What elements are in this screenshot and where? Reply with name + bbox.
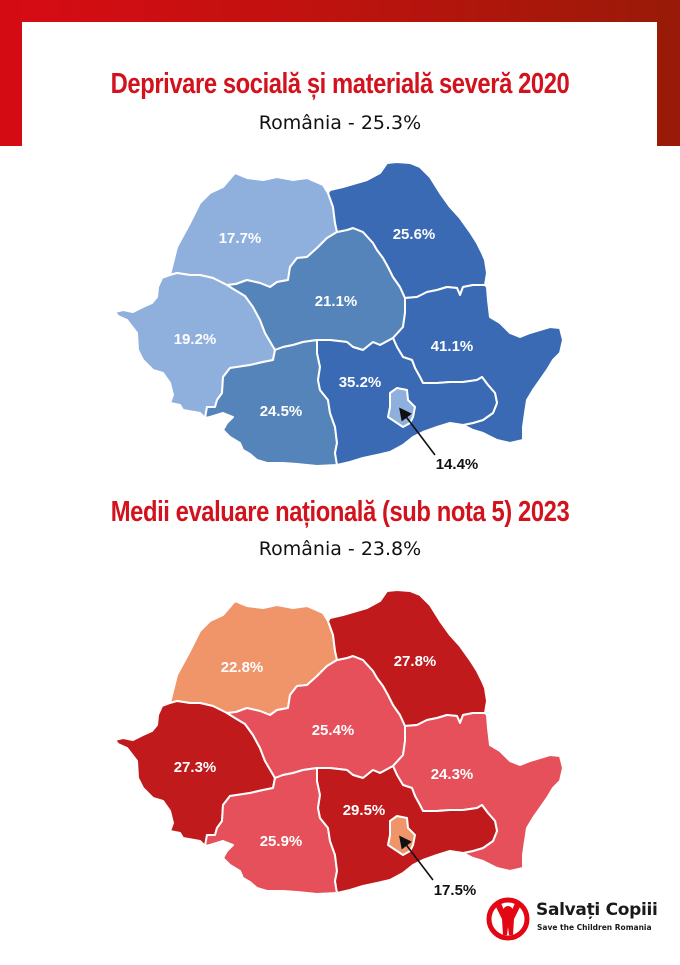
map2-label-nord-est: 27.8% bbox=[394, 653, 437, 670]
map1-label-centru: 21.1% bbox=[315, 293, 358, 310]
logo-name: Salvați Copiii bbox=[536, 900, 658, 920]
map2-subtitle: România - 23.8% bbox=[258, 538, 422, 560]
salvati-copiii-logo: Salvați Copiii Save the Children Romania bbox=[486, 895, 676, 945]
red-frame-right bbox=[657, 0, 680, 146]
map2-label-centru: 25.4% bbox=[312, 722, 355, 739]
map1-label-vest: 19.2% bbox=[174, 331, 217, 348]
map1-label-nord-est: 25.6% bbox=[393, 226, 436, 243]
map1-deprivation-2020: 17.7% 25.6% 21.1% 19.2% 41.1% 35.2% 24.5… bbox=[114, 161, 564, 473]
map2-title: Medii evaluare națională (sub nota 5) 20… bbox=[110, 496, 570, 528]
map1-title: Deprivare socială și materială severă 20… bbox=[110, 68, 570, 100]
map1-bucharest-arrow bbox=[399, 407, 436, 456]
red-frame-left bbox=[0, 0, 22, 146]
map2-national-evaluation-2023: 22.8% 27.8% 25.4% 27.3% 24.3% 29.5% 25.9… bbox=[114, 589, 564, 899]
map1-subtitle: România - 25.3% bbox=[258, 112, 422, 134]
red-frame-top bbox=[0, 0, 680, 22]
map1-label-sud-vest: 24.5% bbox=[260, 403, 303, 420]
map1-label-sud-est: 41.1% bbox=[431, 338, 474, 355]
map2-label-sud-est: 24.3% bbox=[431, 766, 474, 783]
map2-bucharest-arrow bbox=[399, 835, 434, 881]
logo-tagline: Save the Children Romania bbox=[537, 923, 652, 932]
map2-label-vest: 27.3% bbox=[174, 759, 217, 776]
map1-label-sud-muntenia: 35.2% bbox=[339, 374, 382, 391]
child-raised-arms-icon bbox=[486, 897, 530, 941]
map1-label-bucuresti: 14.4% bbox=[436, 456, 479, 473]
map1-label-nord-vest: 17.7% bbox=[219, 230, 262, 247]
map2-label-sud-muntenia: 29.5% bbox=[343, 802, 386, 819]
map2-label-nord-vest: 22.8% bbox=[221, 659, 264, 676]
map2-label-bucuresti: 17.5% bbox=[434, 882, 477, 899]
map2-label-sud-vest: 25.9% bbox=[260, 833, 303, 850]
